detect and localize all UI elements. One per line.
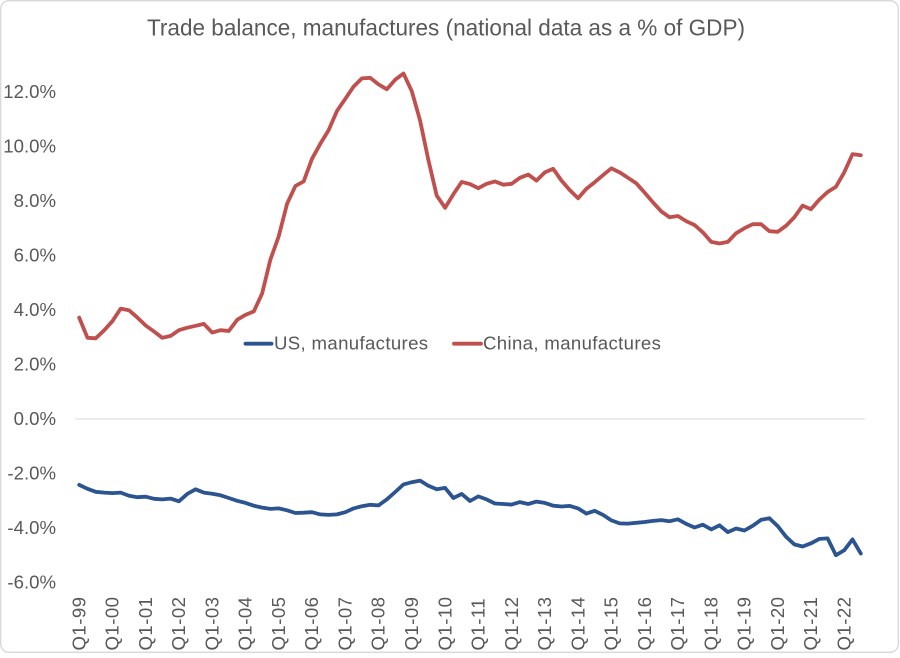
svg-text:Q1-03: Q1-03 <box>201 597 222 651</box>
svg-text:Q1-11: Q1-11 <box>468 598 489 651</box>
svg-text:0.0%: 0.0% <box>14 408 56 429</box>
svg-text:-2.0%: -2.0% <box>7 463 56 484</box>
svg-text:Q1-14: Q1-14 <box>567 597 588 651</box>
svg-text:Q1-18: Q1-18 <box>700 597 721 651</box>
svg-text:Q1-17: Q1-17 <box>667 597 688 651</box>
svg-text:Q1-19: Q1-19 <box>734 597 755 651</box>
svg-text:12.0%: 12.0% <box>3 81 56 102</box>
svg-text:Q1-08: Q1-08 <box>368 597 389 651</box>
svg-text:8.0%: 8.0% <box>14 190 56 211</box>
svg-text:Q1-00: Q1-00 <box>102 597 123 651</box>
svg-text:Q1-05: Q1-05 <box>268 597 289 651</box>
svg-text:Q1-06: Q1-06 <box>301 597 322 651</box>
svg-text:2.0%: 2.0% <box>14 354 56 375</box>
svg-text:-6.0%: -6.0% <box>7 572 56 593</box>
svg-text:Q1-04: Q1-04 <box>235 597 256 651</box>
svg-text:Q1-22: Q1-22 <box>833 597 854 651</box>
svg-text:China, manufactures: China, manufactures <box>483 333 661 354</box>
svg-text:Q1-13: Q1-13 <box>534 597 555 651</box>
svg-text:Q1-01: Q1-01 <box>135 597 156 651</box>
svg-text:Q1-02: Q1-02 <box>168 597 189 651</box>
svg-text:10.0%: 10.0% <box>3 136 56 157</box>
svg-text:Q1-12: Q1-12 <box>501 597 522 651</box>
svg-text:Q1-10: Q1-10 <box>434 597 455 651</box>
svg-text:-4.0%: -4.0% <box>7 517 56 538</box>
svg-text:Q1-16: Q1-16 <box>634 597 655 651</box>
svg-text:US, manufactures: US, manufactures <box>274 333 428 354</box>
svg-text:6.0%: 6.0% <box>14 245 56 266</box>
svg-text:4.0%: 4.0% <box>14 299 56 320</box>
svg-text:Q1-15: Q1-15 <box>601 597 622 651</box>
svg-text:Q1-07: Q1-07 <box>335 597 356 651</box>
svg-text:Q1-21: Q1-21 <box>800 597 821 651</box>
svg-text:Q1-99: Q1-99 <box>68 597 89 651</box>
svg-text:Trade balance, manufactures (n: Trade balance, manufactures (national da… <box>147 15 745 41</box>
svg-text:Q1-20: Q1-20 <box>767 597 788 651</box>
svg-text:Q1-09: Q1-09 <box>401 597 422 651</box>
